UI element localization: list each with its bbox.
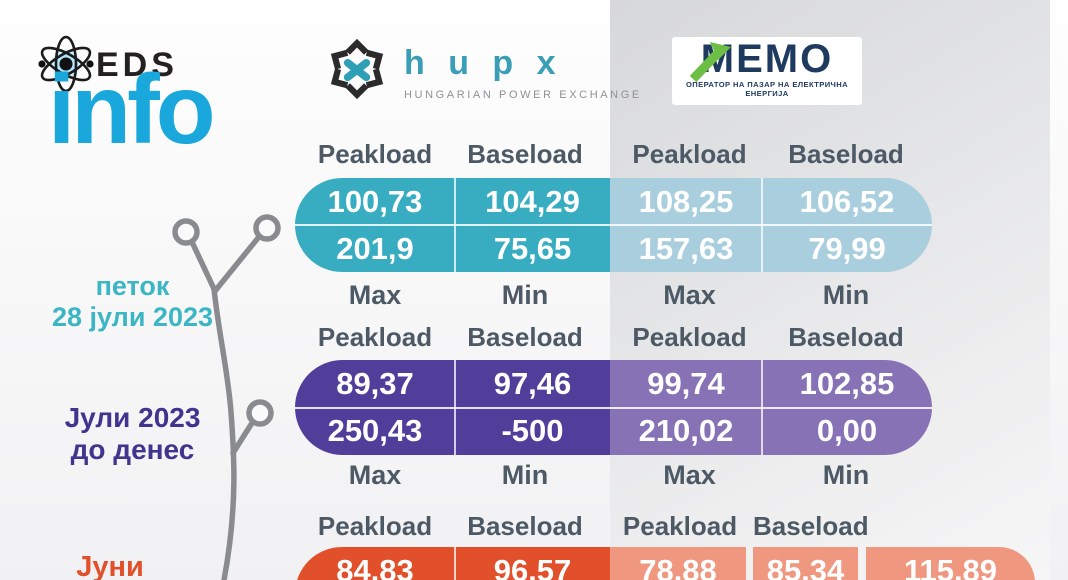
eds-wordmark: EDS [96, 46, 178, 84]
hupx-day-values-pill: 100,73 104,29 201,9 75,65 [295, 178, 610, 272]
memo-mtd-peakload-header: Peakload [632, 322, 747, 352]
period-line: петок [95, 271, 170, 301]
memo-prev-peakload-value: 78,88 [639, 552, 717, 580]
hupx-prev-peakload-value: 84,83 [336, 552, 414, 580]
row-divider [610, 407, 932, 409]
memo-prev-peakload-header: Peakload [622, 511, 738, 541]
memo-prev-peakload-segment: 78,88 [610, 547, 746, 580]
hupx-day-baseload-value: 104,29 [485, 183, 580, 219]
hupx-wordmark: h u p x [404, 44, 563, 82]
memo-day-values-pill: 108,25 106,52 157,63 79,99 [610, 178, 932, 272]
memo-arrow-icon [689, 42, 731, 83]
memo-mtd-min-label: Min [822, 460, 870, 490]
hupx-mtd-baseload-value: 97,46 [493, 365, 572, 401]
memo-day-baseload-header: Baseload [788, 139, 904, 169]
hupx-mtd-max-value: 250,43 [327, 413, 423, 449]
atom-icon [38, 35, 94, 93]
hupx-prev-values-pill: 84,83 96,57 [295, 547, 610, 580]
memo-logo: MEMO ОПЕРАТОР НА ПАЗАР НА ЕЛЕКТРИЧНА ЕНЕ… [672, 37, 862, 105]
memo-mtd-max-value: 210,02 [638, 413, 734, 449]
period-line: до денес [70, 434, 195, 466]
period-label-month-to-date: Јули 2023 до денес [30, 402, 235, 467]
column-divider [454, 547, 456, 580]
memo-day-min-label: Min [822, 280, 870, 310]
info-wordmark: info [48, 54, 216, 164]
memo-prev-extra-value: 115,89 [903, 552, 998, 580]
hupx-day-baseload-header: Baseload [467, 139, 583, 169]
memo-mtd-values-pill: 99,74 102,85 210,02 0,00 [610, 360, 932, 455]
hupx-logo: h u p x HUNGARIAN POWER EXCHANGE [324, 36, 642, 102]
hupx-mtd-values-pill: 89,37 97,46 250,43 -500 [295, 360, 610, 455]
hupx-day-max-label: Max [348, 280, 402, 310]
hupx-day-peakload-value: 100,73 [327, 183, 423, 219]
memo-tagline: ОПЕРАТОР НА ПАЗАР НА ЕЛЕКТРИЧНА ЕНЕРГИЈА [685, 80, 849, 98]
row-divider [295, 224, 610, 226]
memo-prev-extra-segment: 115,89 [866, 547, 1035, 580]
hupx-mtd-peakload-header: Peakload [317, 322, 433, 352]
hupx-mtd-max-label: Max [348, 460, 402, 490]
hupx-mtd-min-value: -500 [501, 413, 564, 449]
hupx-mtd-min-label: Min [501, 460, 549, 490]
memo-prev-baseload-value: 85,34 [766, 552, 845, 580]
period-label-day: петок 28 јули 2023 [30, 271, 235, 334]
period-line: Јули 2023 [64, 402, 201, 433]
memo-mtd-peakload-value: 99,74 [647, 365, 725, 401]
hupx-day-peakload-header: Peakload [317, 139, 433, 169]
period-line: 28 јули 2023 [51, 302, 213, 333]
hupx-hexagon-icon [330, 38, 384, 100]
hupx-mtd-baseload-header: Baseload [467, 322, 583, 352]
memo-day-max-label: Max [663, 280, 716, 310]
hupx-day-min-value: 75,65 [493, 230, 572, 266]
memo-mtd-min-value: 0,00 [816, 413, 878, 449]
memo-prev-baseload-segment: 85,34 [753, 547, 858, 580]
period-label-previous-month: Јуни [10, 551, 210, 580]
memo-day-peakload-value: 108,25 [638, 183, 734, 219]
row-divider [610, 224, 932, 226]
memo-mtd-max-label: Max [663, 460, 716, 490]
memo-prev-baseload-header: Baseload [753, 511, 869, 541]
hupx-prev-peakload-header: Peakload [317, 511, 433, 541]
hupx-day-max-value: 201,9 [336, 230, 414, 266]
memo-mtd-baseload-value: 102,85 [799, 365, 895, 401]
row-divider [295, 407, 610, 409]
hupx-tagline: HUNGARIAN POWER EXCHANGE [404, 89, 642, 101]
hupx-mtd-peakload-value: 89,37 [336, 365, 414, 401]
memo-day-max-value: 157,63 [638, 230, 734, 266]
memo-mtd-baseload-header: Baseload [788, 322, 904, 352]
memo-day-min-value: 79,99 [808, 230, 886, 266]
period-line: Јуни [76, 551, 144, 580]
hupx-day-min-label: Min [501, 280, 549, 310]
memo-day-baseload-value: 106,52 [799, 183, 895, 219]
memo-day-peakload-header: Peakload [632, 139, 747, 169]
hupx-prev-baseload-header: Baseload [467, 511, 583, 541]
hupx-prev-baseload-value: 96,57 [493, 552, 572, 580]
